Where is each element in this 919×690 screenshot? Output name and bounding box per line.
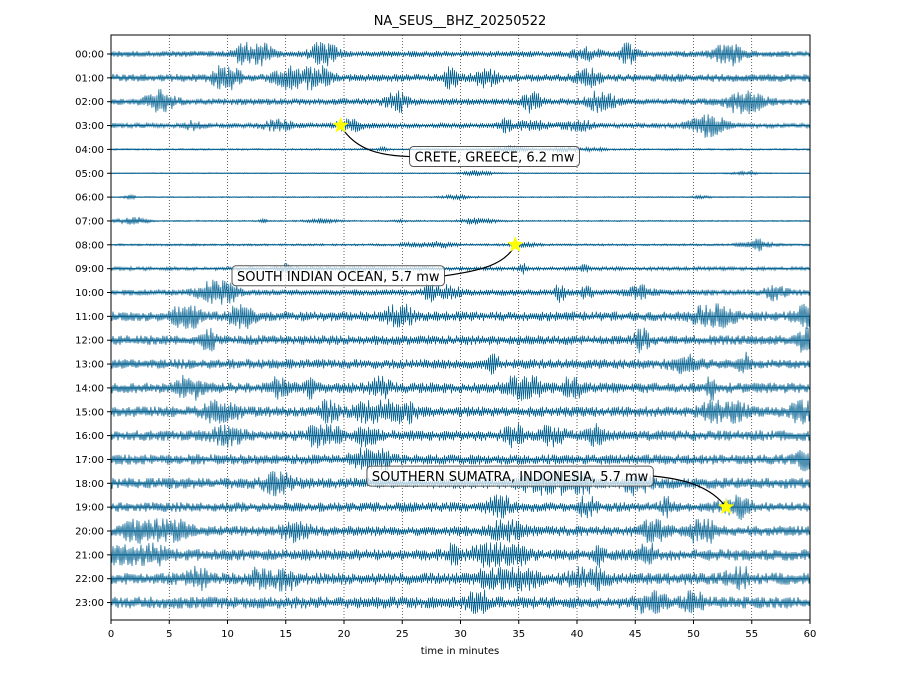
trace-line	[110, 447, 811, 472]
event-connector	[444, 244, 516, 277]
x-axis-ticks: 0 5 10 15 20 25 30 35 40 45 50 55 60	[108, 620, 817, 640]
y-tick-label: 11:00	[75, 312, 104, 323]
event-label: SOUTH INDIAN OCEAN, 5.7 mw	[237, 270, 440, 285]
y-tick-label: 18:00	[75, 479, 104, 490]
event-annotations: CRETE, GREECE, 6.2 mw SOUTH INDIAN OCEAN,…	[231, 125, 727, 508]
x-tick-label: 40	[571, 629, 584, 640]
trace-line	[110, 114, 811, 138]
event-label: SOUTHERN SUMATRA, INDONESIA, 5.7 mw	[372, 470, 649, 485]
y-tick-label: 01:00	[75, 73, 104, 84]
x-tick-label: 45	[629, 629, 642, 640]
y-tick-label: 20:00	[75, 527, 104, 538]
y-tick-label: 10:00	[75, 288, 104, 299]
event-star-marker	[506, 236, 524, 252]
trace-line	[110, 422, 811, 449]
event-star-marker	[717, 498, 735, 515]
y-tick-label: 13:00	[75, 360, 104, 371]
x-tick-label: 50	[687, 629, 700, 640]
y-tick-label: 19:00	[75, 503, 104, 514]
trace-line	[110, 589, 811, 615]
trace-line	[110, 279, 811, 305]
y-tick-label: 09:00	[75, 264, 104, 275]
event-annotation: SOUTH INDIAN OCEAN, 5.7 mw	[231, 244, 516, 287]
y-axis-ticks: 00:00 01:00 02:00 03:00 04:00 05:00 06:00 07:00…	[75, 50, 111, 609]
trace-line	[110, 65, 811, 91]
x-tick-label: 5	[166, 629, 172, 640]
x-tick-label: 10	[221, 629, 234, 640]
y-tick-label: 04:00	[75, 145, 104, 156]
event-connector	[339, 125, 410, 158]
x-tick-label: 15	[279, 629, 292, 640]
trace-line	[110, 374, 811, 401]
event-connector	[653, 475, 727, 508]
x-tick-label: 55	[745, 629, 758, 640]
y-tick-label: 22:00	[75, 574, 104, 585]
y-tick-label: 03:00	[75, 121, 104, 132]
y-tick-label: 05:00	[75, 169, 104, 180]
trace-line	[110, 303, 811, 329]
x-tick-label: 60	[804, 629, 817, 640]
y-tick-label: 17:00	[75, 455, 104, 466]
x-tick-label: 35	[512, 629, 525, 640]
x-axis-label: time in minutes	[421, 646, 500, 657]
y-tick-label: 12:00	[75, 336, 104, 347]
x-tick-label: 0	[108, 629, 114, 640]
event-star-marker	[332, 116, 349, 133]
y-tick-label: 15:00	[75, 407, 104, 418]
y-tick-label: 23:00	[75, 598, 104, 609]
y-tick-label: 00:00	[75, 50, 104, 61]
event-annotation: SOUTHERN SUMATRA, INDONESIA, 5.7 mw	[366, 465, 727, 508]
y-tick-label: 08:00	[75, 240, 104, 251]
y-tick-label: 14:00	[75, 383, 104, 394]
x-tick-label: 30	[454, 629, 467, 640]
event-markers	[332, 116, 735, 515]
y-tick-label: 02:00	[75, 97, 104, 108]
trace-line	[110, 398, 811, 425]
x-tick-label: 20	[338, 629, 351, 640]
event-annotation: CRETE, GREECE, 6.2 mw	[339, 125, 580, 168]
chart-title: NA_SEUS__BHZ_20250522	[374, 14, 547, 29]
event-label: CRETE, GREECE, 6.2 mw	[415, 151, 575, 166]
trace-line	[110, 41, 811, 67]
y-tick-label: 06:00	[75, 193, 104, 204]
y-tick-label: 07:00	[75, 216, 104, 227]
trace-lines	[110, 41, 811, 615]
y-tick-label: 21:00	[75, 550, 104, 561]
x-tick-label: 25	[396, 629, 409, 640]
y-tick-label: 16:00	[75, 431, 104, 442]
